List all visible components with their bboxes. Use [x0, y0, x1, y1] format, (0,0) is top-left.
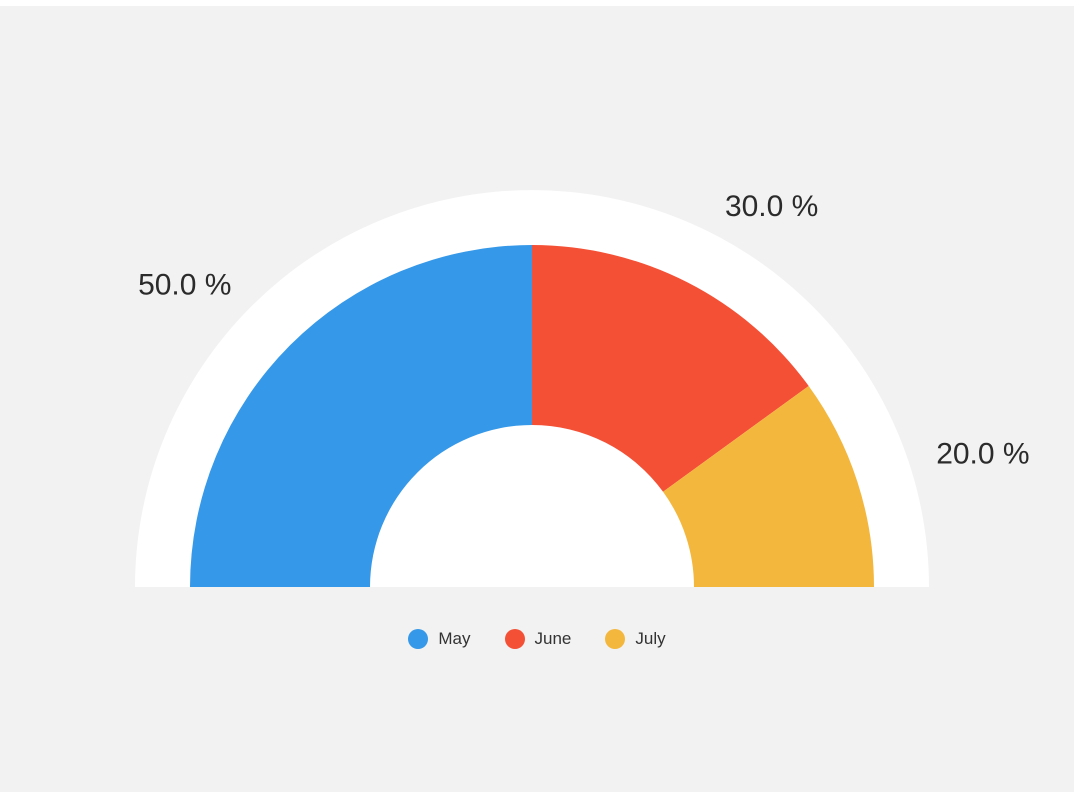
legend-label-july: July [635, 629, 666, 648]
slices-group [190, 245, 874, 587]
legend-item-june[interactable]: June [504, 629, 572, 649]
legend-marker-may [408, 629, 429, 649]
data-label-may: 50.0 % [138, 268, 231, 301]
legend: May June July [0, 629, 1074, 649]
legend-label-may: May [438, 629, 471, 648]
slice-may[interactable] [190, 245, 532, 587]
data-label-june: 30.0 % [725, 190, 818, 223]
slice-july[interactable] [663, 385, 874, 587]
legend-marker-june [504, 629, 525, 649]
data-label-july: 20.0 % [936, 438, 1029, 471]
legend-item-may[interactable]: May [408, 629, 471, 649]
legend-label-june: June [534, 629, 572, 648]
legend-marker-july [605, 629, 626, 649]
legend-item-july[interactable]: July [605, 629, 666, 649]
labels-group: 50.0 % 30.0 % 20.0 % [138, 190, 1030, 470]
slice-june[interactable] [532, 245, 809, 492]
